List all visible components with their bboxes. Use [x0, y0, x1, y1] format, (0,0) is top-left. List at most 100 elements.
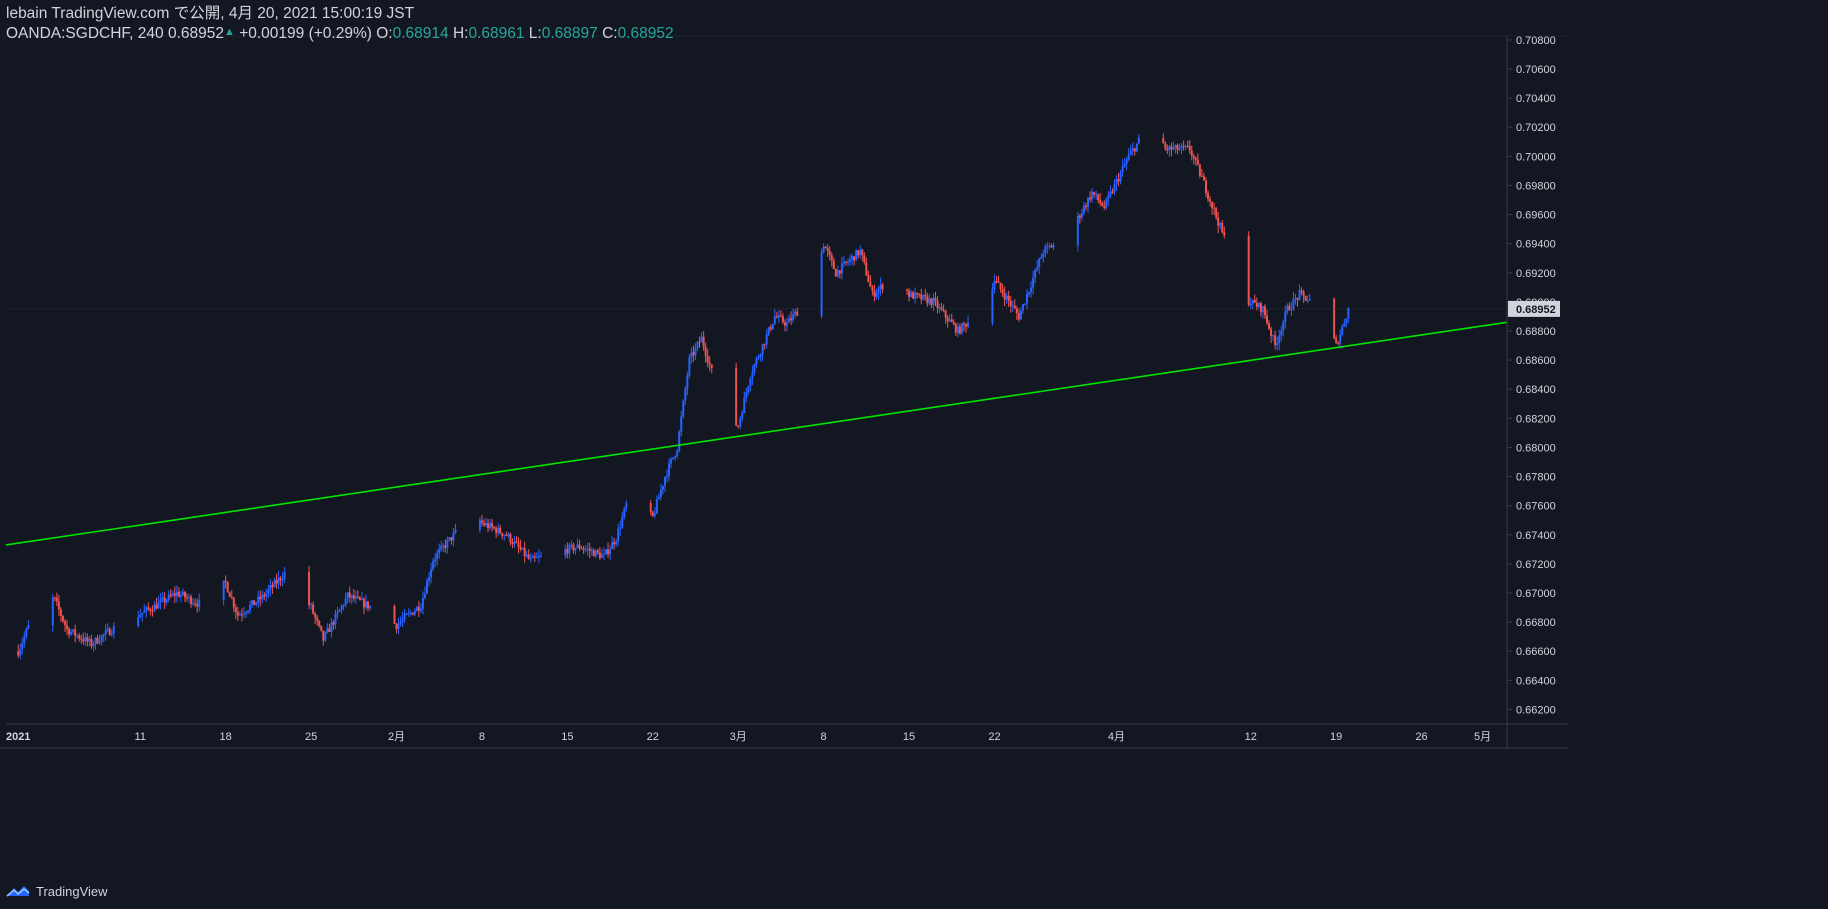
- candle-body: [1188, 145, 1191, 151]
- candle-body: [403, 614, 406, 619]
- candle-body: [847, 262, 850, 264]
- candle-body: [580, 548, 583, 550]
- candle-body: [1125, 159, 1128, 165]
- candle-body: [531, 556, 534, 559]
- y-tick-label: 0.68000: [1516, 442, 1556, 454]
- candle-body: [334, 613, 337, 625]
- candle-body: [1003, 293, 1006, 300]
- candle-body: [613, 542, 616, 545]
- candle-body: [84, 637, 87, 642]
- candle-body: [269, 585, 272, 590]
- candle-body: [432, 561, 435, 570]
- candle-body: [912, 292, 915, 299]
- current-price-label: 0.68952: [1516, 304, 1556, 316]
- candle-body: [794, 311, 797, 315]
- candle-body: [924, 294, 927, 297]
- candle-body: [362, 598, 365, 608]
- candle-body: [1263, 306, 1266, 316]
- candle-body: [338, 609, 341, 612]
- candle-body: [851, 256, 854, 260]
- candle-body: [651, 511, 654, 516]
- tradingview-footer[interactable]: TradingView: [6, 880, 108, 902]
- x-tick-label: 12: [1245, 731, 1257, 743]
- candle-body: [76, 635, 79, 637]
- candle-body: [177, 591, 180, 597]
- candle-body: [521, 547, 524, 550]
- x-tick-label: 11: [135, 731, 146, 743]
- candle-body: [399, 621, 402, 624]
- candle-body: [419, 608, 422, 611]
- candle-body: [249, 604, 252, 611]
- candle-body: [995, 281, 998, 283]
- trendline-layer: [5, 321, 1508, 546]
- candle-body: [271, 585, 274, 587]
- candle-body: [436, 553, 439, 560]
- candle-body: [822, 246, 825, 253]
- candle-body: [1198, 164, 1201, 176]
- candle-body: [873, 291, 876, 297]
- candle-body: [1335, 338, 1338, 343]
- candle-body: [104, 630, 107, 635]
- candle-body: [68, 628, 71, 635]
- candle-body: [442, 545, 445, 547]
- candle-body: [737, 425, 740, 427]
- candle-body: [877, 289, 880, 294]
- candle-body: [484, 523, 487, 526]
- candle-body: [1255, 302, 1258, 307]
- candle-body: [1162, 137, 1165, 144]
- candle-body: [487, 523, 490, 529]
- candle-body: [1009, 300, 1012, 306]
- candle-body: [928, 298, 931, 304]
- candle-body: [1127, 154, 1130, 160]
- candle-body: [672, 457, 675, 460]
- candle-body: [340, 605, 343, 610]
- candle-body: [788, 318, 791, 323]
- candle-body: [78, 635, 81, 639]
- candle-body: [489, 523, 492, 529]
- candle-body: [834, 269, 837, 277]
- x-tick-label: 25: [305, 731, 317, 743]
- candle-body: [320, 625, 323, 631]
- open-value: 0.68914: [392, 25, 449, 42]
- candle-body: [222, 580, 225, 601]
- low-value: 0.68897: [541, 25, 598, 42]
- candle-body: [110, 633, 113, 636]
- candle-body: [1290, 308, 1293, 311]
- candle-body: [617, 528, 620, 542]
- candle-body: [98, 641, 101, 644]
- candle-body: [354, 596, 357, 599]
- candle-body: [82, 639, 85, 642]
- candle-body: [586, 548, 589, 550]
- candle-body: [421, 597, 424, 609]
- candle-body: [592, 550, 595, 557]
- candle-body: [1280, 330, 1283, 336]
- candle-body: [70, 631, 73, 635]
- candle-body: [1296, 298, 1299, 300]
- candle-body: [867, 275, 870, 282]
- candle-body: [773, 316, 776, 324]
- close-value: 0.68952: [617, 25, 674, 42]
- candle-body: [1034, 269, 1037, 278]
- candle-body: [1298, 290, 1301, 300]
- candle-body: [747, 386, 750, 393]
- open-label: O:: [376, 25, 393, 42]
- candle-body: [1276, 343, 1279, 346]
- candle-body: [1164, 143, 1167, 149]
- candle-body: [283, 572, 286, 579]
- y-tick-label: 0.67600: [1516, 501, 1556, 513]
- candle-body: [173, 593, 176, 596]
- candle-body: [830, 255, 833, 261]
- candle-body: [576, 544, 579, 548]
- candle-body: [478, 520, 481, 530]
- candle-body: [826, 248, 829, 252]
- candle-body: [686, 375, 689, 389]
- change-value: +0.00199 (+0.29%): [239, 25, 372, 42]
- candle-body: [1032, 277, 1035, 288]
- candle-body: [226, 581, 229, 593]
- candle-body: [112, 625, 115, 634]
- candle-body: [450, 537, 453, 541]
- candle-body: [348, 592, 351, 598]
- candle-body: [590, 550, 593, 552]
- candle-body: [1247, 235, 1250, 305]
